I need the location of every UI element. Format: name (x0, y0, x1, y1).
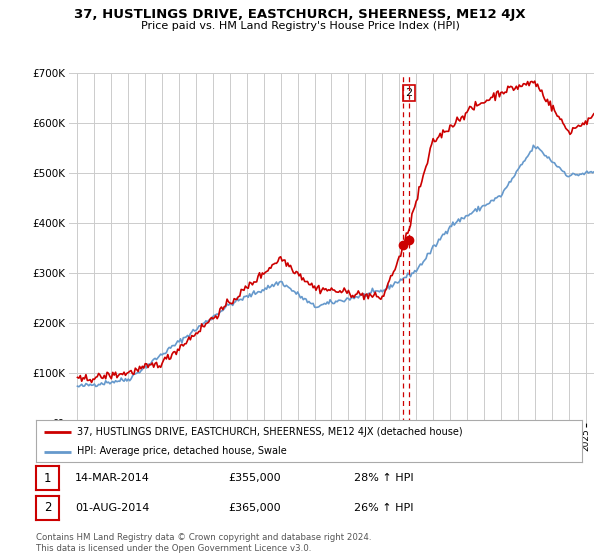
Text: Price paid vs. HM Land Registry's House Price Index (HPI): Price paid vs. HM Land Registry's House … (140, 21, 460, 31)
Text: 14-MAR-2014: 14-MAR-2014 (75, 473, 150, 483)
Text: 37, HUSTLINGS DRIVE, EASTCHURCH, SHEERNESS, ME12 4JX: 37, HUSTLINGS DRIVE, EASTCHURCH, SHEERNE… (74, 8, 526, 21)
Text: £365,000: £365,000 (228, 503, 281, 513)
Text: 2: 2 (44, 501, 51, 515)
Text: 01-AUG-2014: 01-AUG-2014 (75, 503, 149, 513)
Text: HPI: Average price, detached house, Swale: HPI: Average price, detached house, Swal… (77, 446, 287, 456)
Text: 26% ↑ HPI: 26% ↑ HPI (354, 503, 413, 513)
Text: Contains HM Land Registry data © Crown copyright and database right 2024.
This d: Contains HM Land Registry data © Crown c… (36, 533, 371, 553)
Text: 2: 2 (406, 88, 413, 98)
Text: 37, HUSTLINGS DRIVE, EASTCHURCH, SHEERNESS, ME12 4JX (detached house): 37, HUSTLINGS DRIVE, EASTCHURCH, SHEERNE… (77, 427, 463, 437)
Text: £355,000: £355,000 (228, 473, 281, 483)
Text: 1: 1 (44, 472, 51, 485)
Text: 28% ↑ HPI: 28% ↑ HPI (354, 473, 413, 483)
